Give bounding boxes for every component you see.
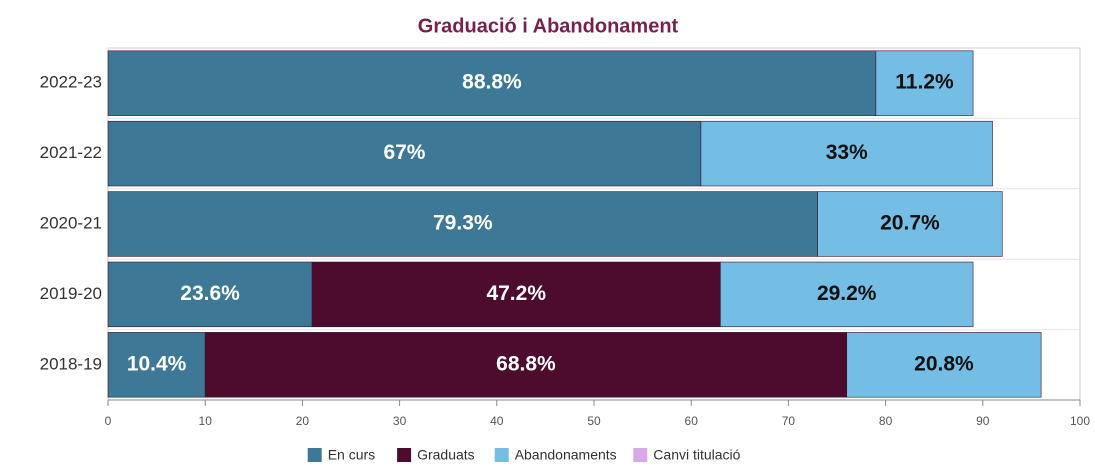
x-tick-label: 60	[685, 414, 699, 428]
x-tick-label: 40	[490, 414, 504, 428]
data-label: 88.8%	[462, 71, 522, 94]
data-label: 20.8%	[914, 352, 974, 375]
bar-segment	[107, 191, 818, 257]
bar-segment	[875, 50, 974, 116]
bar-segment	[311, 261, 721, 328]
data-label: 29.2%	[817, 282, 877, 305]
legend-swatch	[307, 448, 322, 462]
data-label: 10.4%	[127, 352, 187, 375]
bar-segment	[107, 50, 877, 116]
x-tick-label: 70	[782, 414, 796, 428]
data-label: 67%	[383, 141, 425, 164]
legend-label: Graduats	[417, 447, 475, 463]
x-tick-label: 50	[587, 414, 601, 428]
bar-segment	[107, 120, 702, 187]
data-label: 47.2%	[486, 282, 546, 305]
bar-segment	[204, 332, 848, 398]
data-label: 20.7%	[880, 212, 940, 235]
bar-segment	[720, 261, 974, 328]
legend-label: Abandonaments	[515, 447, 617, 463]
bar-segment	[846, 332, 1042, 398]
bar-segment	[700, 120, 993, 187]
legend-swatch	[397, 448, 412, 462]
x-tick-label: 100	[1070, 414, 1090, 428]
y-tick-label: 2021-22	[40, 143, 102, 162]
y-tick-label: 2022-23	[40, 73, 102, 92]
legend-label: Canvi titulació	[653, 447, 740, 463]
x-tick-label: 80	[879, 414, 893, 428]
chart-title: Graduació i Abandonament	[418, 15, 679, 37]
x-tick-label: 90	[976, 414, 990, 428]
x-tick-label: 0	[105, 414, 112, 428]
y-tick-label: 2019-20	[40, 284, 102, 303]
data-label: 23.6%	[180, 282, 240, 305]
data-label: 79.3%	[433, 212, 493, 235]
bar-segment	[107, 332, 206, 398]
x-tick-label: 30	[393, 414, 407, 428]
data-label: 11.2%	[895, 71, 954, 94]
x-tick-label: 10	[199, 414, 213, 428]
data-label: 68.8%	[496, 352, 556, 375]
y-tick-label: 2020-21	[40, 213, 102, 232]
data-label: 33%	[826, 141, 868, 164]
legend-label: En curs	[328, 447, 375, 463]
legend-swatch	[633, 448, 648, 462]
bar-segment	[817, 191, 1003, 257]
y-tick-label: 2018-19	[40, 354, 102, 373]
x-tick-label: 20	[296, 414, 310, 428]
legend-swatch	[494, 448, 509, 462]
